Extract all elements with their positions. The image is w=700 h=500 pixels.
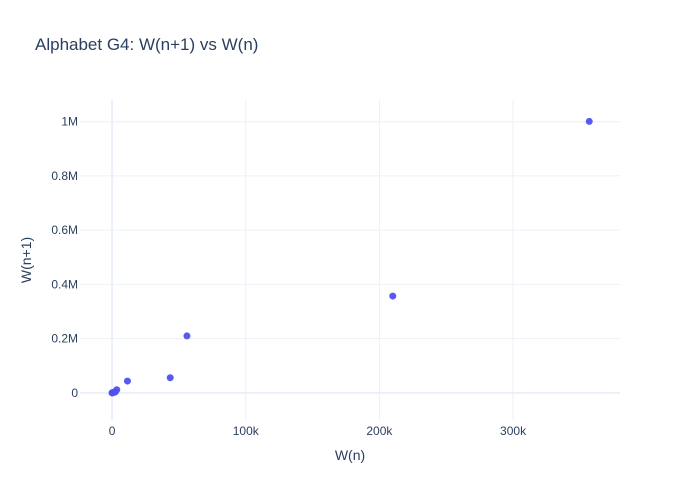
data-point: [113, 386, 121, 394]
y-tick-label: 0.2M: [51, 332, 78, 346]
y-tick-label: 0.6M: [51, 223, 78, 237]
data-point: [123, 377, 131, 385]
y-tick-label: 0.8M: [51, 169, 78, 183]
x-axis-title: W(n): [335, 447, 365, 463]
data-point: [166, 374, 174, 382]
x-tick-label: 100k: [233, 424, 260, 438]
x-tick-label: 0: [109, 424, 116, 438]
y-axis-title: W(n+1): [18, 237, 34, 283]
data-point: [389, 292, 397, 300]
tick-label-layer: 0 100k 200k 300k 0 0.2M 0.4M 0.6M 0.8M 1M: [51, 115, 527, 438]
data-point: [585, 117, 593, 125]
x-tick-label: 300k: [500, 424, 527, 438]
zero-line-layer: [80, 100, 620, 420]
y-tick-label: 0.4M: [51, 277, 78, 291]
data-point-layer: [108, 117, 593, 397]
grid-layer: [80, 100, 620, 420]
chart-title: Alphabet G4: W(n+1) vs W(n): [35, 35, 258, 54]
x-tick-label: 200k: [366, 424, 393, 438]
data-point: [183, 332, 191, 340]
y-tick-label: 0: [71, 386, 78, 400]
y-tick-label: 1M: [61, 115, 78, 129]
